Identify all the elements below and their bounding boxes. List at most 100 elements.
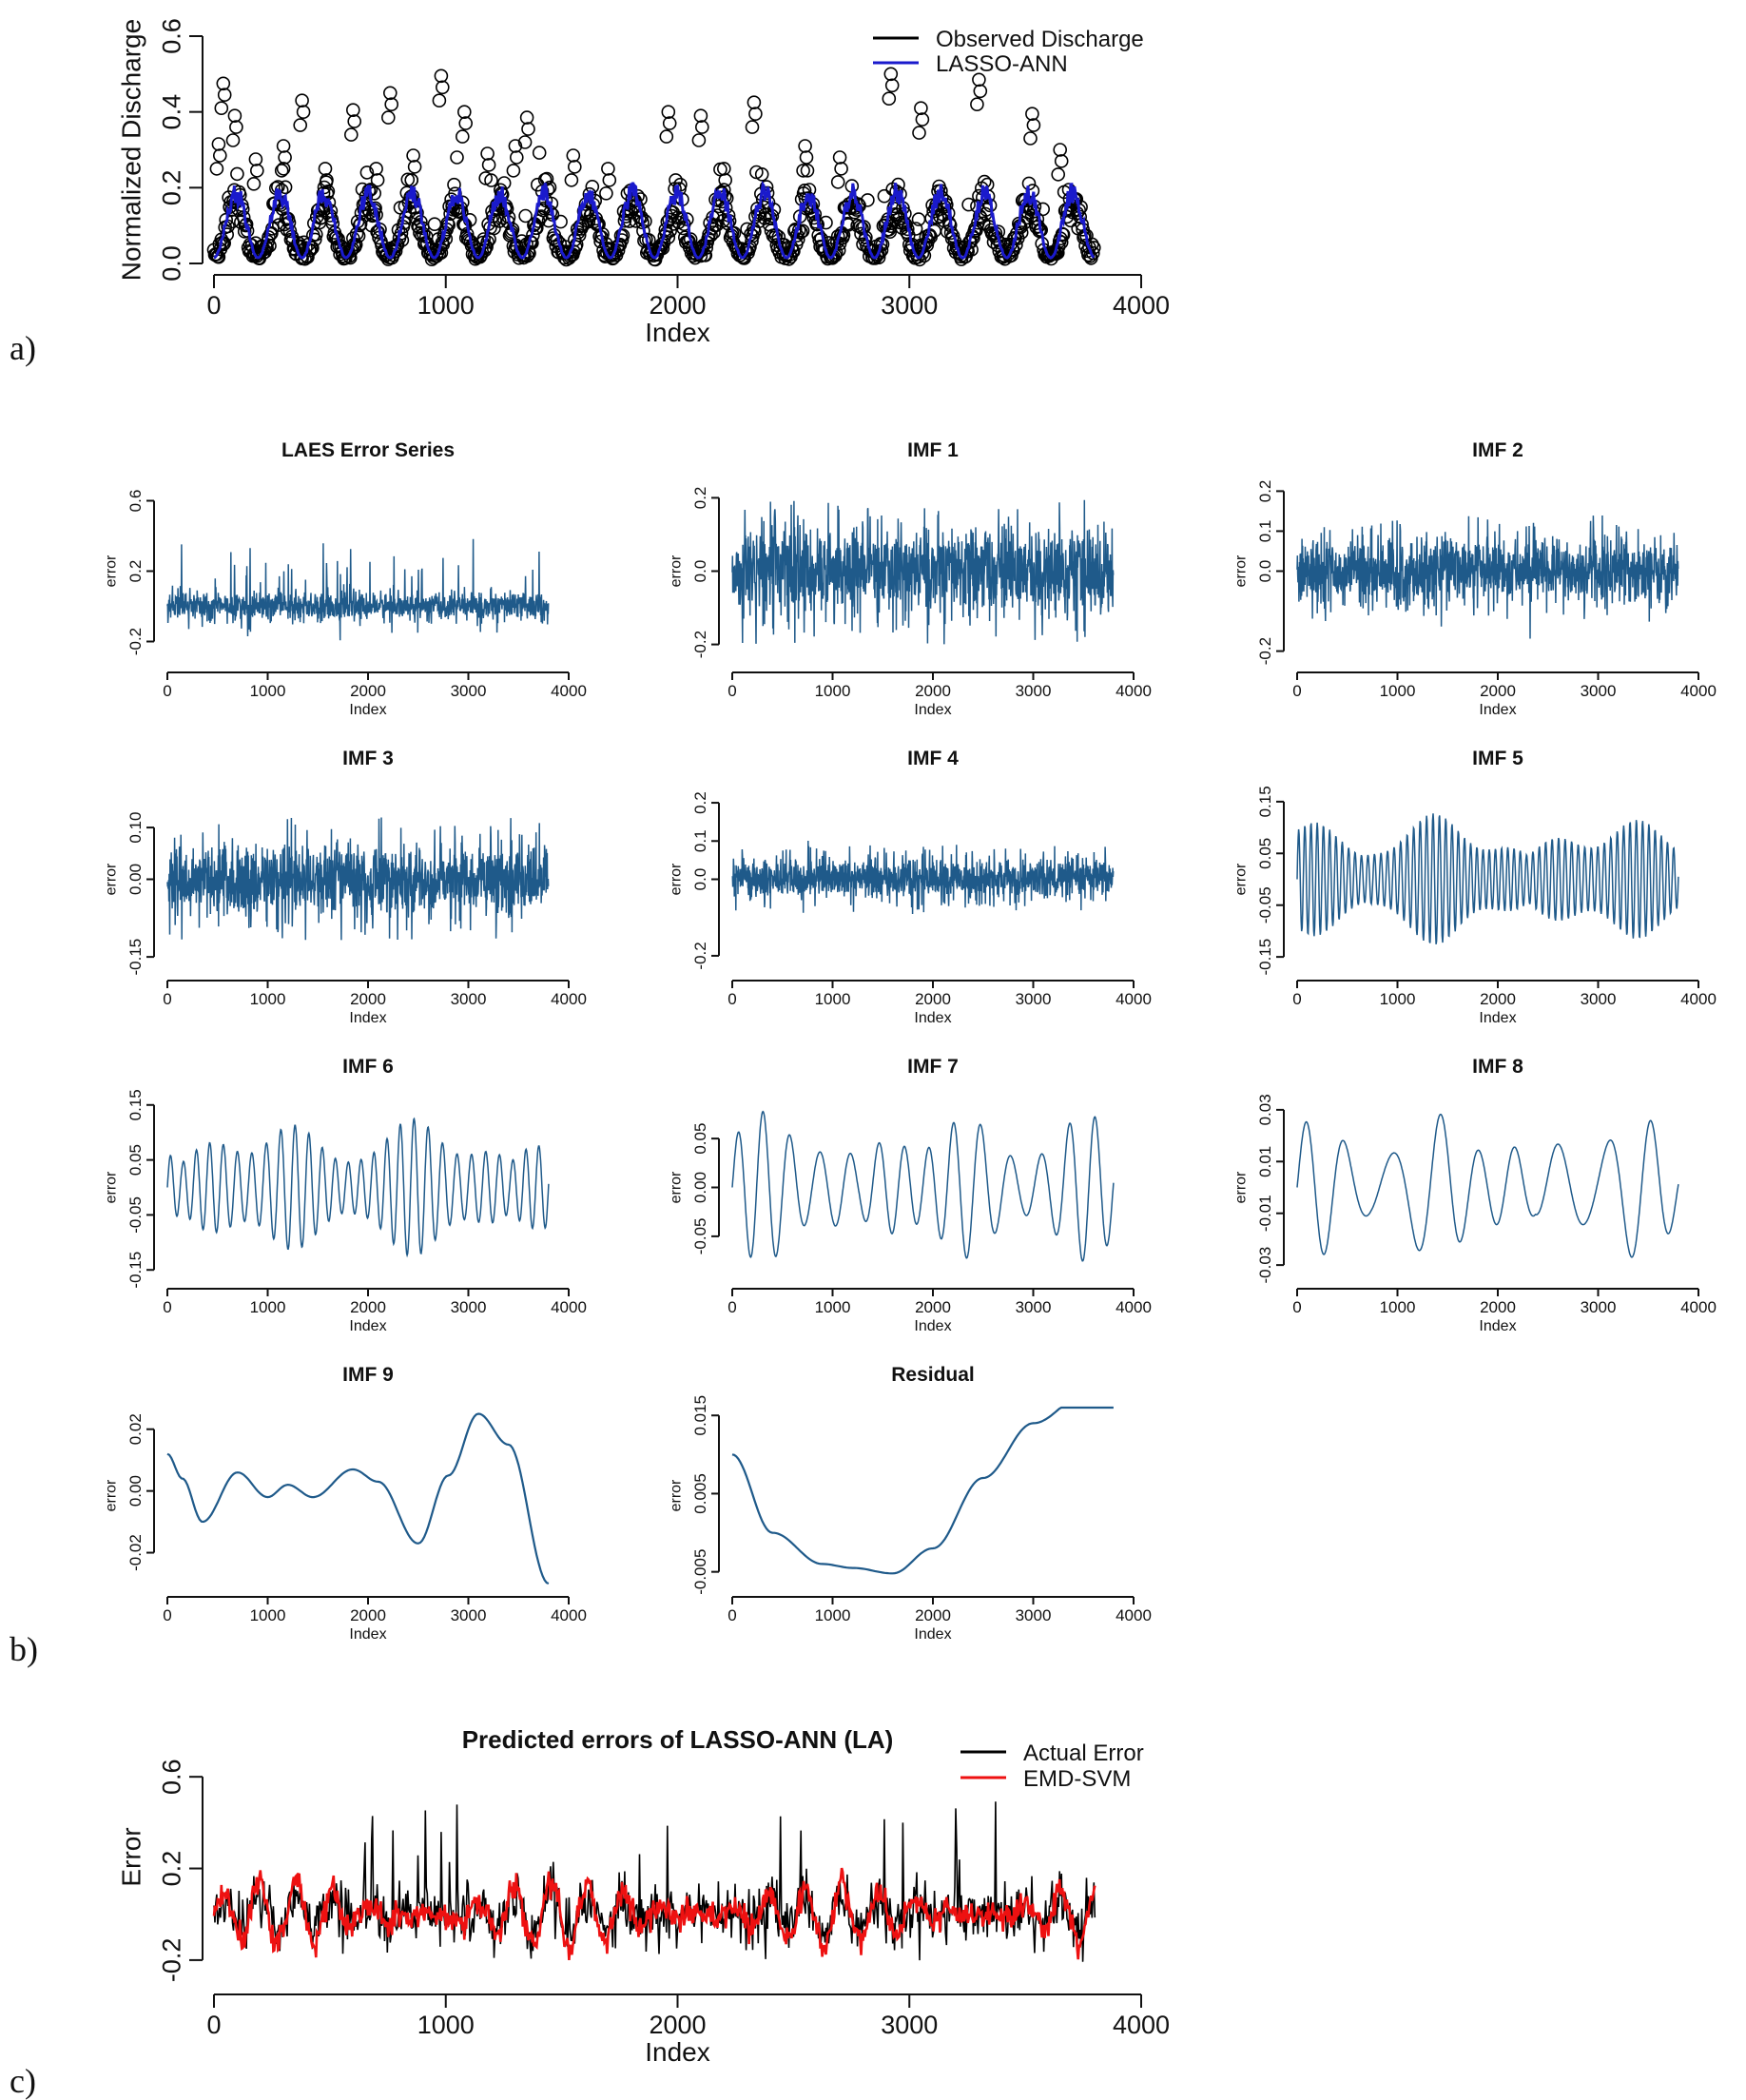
b6-y-tick-label: 0.15 xyxy=(126,1089,145,1120)
observed-point xyxy=(220,227,234,242)
observed-point xyxy=(638,214,652,228)
b4-x-label: Index xyxy=(914,1010,951,1026)
observed-point xyxy=(970,97,984,111)
error-series-line xyxy=(166,817,550,941)
observed-point xyxy=(521,122,535,136)
b1-x-tick-label: 2000 xyxy=(915,682,951,700)
b7-x-tick-label: 4000 xyxy=(1116,1298,1152,1316)
b2-x-tick-label: 0 xyxy=(1292,682,1301,700)
error-series-line xyxy=(1296,515,1679,639)
b6-x-tick-label: 1000 xyxy=(250,1298,286,1316)
observed-point xyxy=(662,116,677,130)
b9-x-tick-label: 3000 xyxy=(451,1606,487,1624)
b2-x-tick-label: 1000 xyxy=(1380,682,1416,700)
b5-y-tick-label: -0.05 xyxy=(1256,886,1274,924)
b6-x-tick-label: 3000 xyxy=(451,1298,487,1316)
b0-y-tick-label: 0.2 xyxy=(126,560,145,583)
b10-y-tick-label: 0.015 xyxy=(691,1395,709,1436)
b10-x-tick-label: 0 xyxy=(728,1606,736,1624)
observed-point xyxy=(506,164,521,178)
observed-point xyxy=(478,171,494,185)
b10-title: Residual xyxy=(891,1364,975,1386)
b3-x-label: Index xyxy=(349,1010,386,1026)
b1-y-tick-label: 0.0 xyxy=(691,560,709,583)
observed-point xyxy=(972,72,986,88)
b3-x-tick-label: 2000 xyxy=(350,990,386,1008)
b9-x-tick-label: 2000 xyxy=(350,1606,386,1624)
observed-point xyxy=(1054,154,1069,168)
b4-x-tick-label: 3000 xyxy=(1016,990,1052,1008)
observed-point xyxy=(693,108,708,123)
error-series-line xyxy=(731,499,1115,645)
a-y-label: Normalized Discharge xyxy=(117,19,146,281)
b0-x-tick-label: 4000 xyxy=(551,682,587,700)
observed-point xyxy=(347,114,362,128)
b8-x-tick-label: 1000 xyxy=(1380,1298,1416,1316)
b9-y-tick-label: 0.00 xyxy=(126,1475,145,1507)
b10-y-label: error xyxy=(669,1479,685,1511)
b3-x-tick-label: 1000 xyxy=(250,990,286,1008)
observed-point xyxy=(698,248,713,262)
a-y-tick-label: 0.6 xyxy=(158,18,186,54)
observed-point xyxy=(564,173,579,187)
observed-point xyxy=(480,146,495,161)
observed-point xyxy=(1056,227,1071,242)
observed-point xyxy=(822,236,836,250)
observed-discharge-series xyxy=(206,67,1101,267)
c-title: Predicted errors of LASSO-ANN (LA) xyxy=(462,1725,894,1754)
observed-point xyxy=(318,162,333,176)
b6-title: IMF 6 xyxy=(342,1056,394,1078)
observed-point xyxy=(883,67,899,82)
observed-point xyxy=(264,226,279,241)
b3-y-tick-label: 0.10 xyxy=(126,812,145,844)
b0-y-tick-label: -0.2 xyxy=(126,628,145,655)
observed-point xyxy=(407,160,422,174)
a-x-label: Index xyxy=(645,318,710,347)
observed-point xyxy=(382,86,398,101)
observed-point xyxy=(973,84,988,99)
observed-point xyxy=(1053,143,1067,157)
b4-x-tick-label: 4000 xyxy=(1116,990,1152,1008)
b5-x-tick-label: 0 xyxy=(1292,990,1301,1008)
b0-x-tick-label: 3000 xyxy=(451,682,487,700)
subplot-imf-3: 0 1000 2000 3000 4000 -0.15 0.00 0.10 Index error… xyxy=(104,748,587,1026)
error-series-line xyxy=(731,1406,1114,1575)
b2-y-tick-label: 0.0 xyxy=(1256,560,1274,583)
b3-y-label: error xyxy=(104,863,120,895)
a-x-tick-label: 1000 xyxy=(417,291,475,320)
a-x-tick-label: 0 xyxy=(206,291,221,320)
observed-point xyxy=(274,164,289,178)
b9-x-tick-label: 0 xyxy=(163,1606,171,1624)
observed-point xyxy=(745,120,760,134)
error-series-line xyxy=(1296,1113,1679,1258)
observed-point xyxy=(754,167,769,182)
observed-point xyxy=(659,129,674,144)
observed-point xyxy=(915,112,930,126)
b9-x-label: Index xyxy=(349,1626,386,1643)
b2-x-tick-label: 2000 xyxy=(1480,682,1516,700)
panel-label-c: c) xyxy=(10,2062,36,2100)
a-y-tick-label: 0.2 xyxy=(158,170,186,206)
observed-point xyxy=(509,150,524,165)
b3-x-tick-label: 4000 xyxy=(551,990,587,1008)
observed-point xyxy=(796,164,810,178)
observed-point xyxy=(614,233,630,247)
c-y-tick-label: 0.6 xyxy=(158,1759,186,1795)
b0-y-label: error xyxy=(104,554,120,587)
b7-x-tick-label: 2000 xyxy=(915,1298,951,1316)
b7-y-tick-label: -0.05 xyxy=(691,1218,709,1255)
observed-point xyxy=(599,186,613,201)
b0-x-tick-label: 1000 xyxy=(250,682,286,700)
observed-point xyxy=(246,177,262,191)
observed-point xyxy=(217,88,232,102)
observed-point xyxy=(602,173,617,187)
b4-y-tick-label: 0.0 xyxy=(691,868,709,891)
b8-x-tick-label: 2000 xyxy=(1480,1298,1516,1316)
b6-y-tick-label: 0.05 xyxy=(126,1144,145,1176)
observed-point xyxy=(213,148,227,163)
b7-x-tick-label: 0 xyxy=(728,1298,736,1316)
observed-point xyxy=(853,220,867,234)
b8-y-tick-label: 0.03 xyxy=(1256,1094,1274,1125)
observed-point xyxy=(496,176,512,190)
observed-point xyxy=(912,126,926,140)
